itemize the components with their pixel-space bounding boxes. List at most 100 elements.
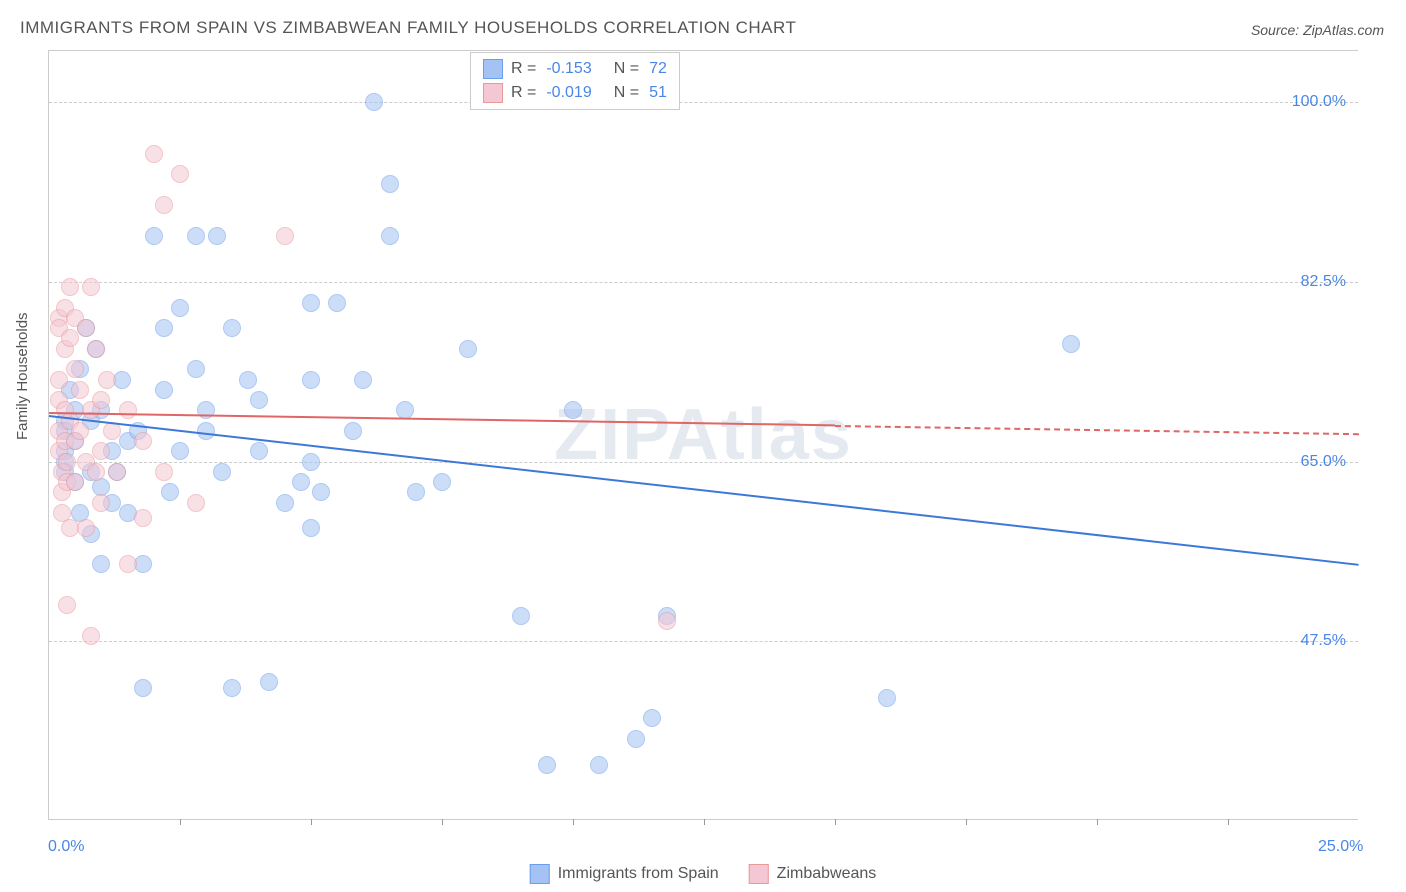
data-point: [302, 453, 320, 471]
data-point: [92, 391, 110, 409]
data-point: [213, 463, 231, 481]
legend-r-value: -0.019: [546, 84, 591, 102]
data-point: [58, 596, 76, 614]
data-point: [87, 340, 105, 358]
data-point: [82, 627, 100, 645]
legend-swatch: [530, 864, 550, 884]
data-point: [134, 555, 152, 573]
data-point: [302, 519, 320, 537]
source-label: Source: ZipAtlas.com: [1251, 22, 1384, 38]
data-point: [171, 165, 189, 183]
data-point: [627, 730, 645, 748]
x-tick: [835, 819, 836, 825]
legend-swatch: [749, 864, 769, 884]
data-point: [92, 442, 110, 460]
data-point: [187, 494, 205, 512]
data-point: [223, 679, 241, 697]
x-tick: [180, 819, 181, 825]
y-tick-label: 65.0%: [1301, 453, 1346, 471]
gridline: [49, 462, 1358, 463]
data-point: [381, 227, 399, 245]
x-tick: [1228, 819, 1229, 825]
legend-n-label: N =: [614, 84, 639, 102]
legend-correlation: R = -0.153N = 72R = -0.019N = 51: [470, 52, 680, 110]
data-point: [58, 453, 76, 471]
data-point: [538, 756, 556, 774]
data-point: [155, 319, 173, 337]
data-point: [171, 442, 189, 460]
legend-series: Immigrants from Spain Zimbabweans: [530, 864, 877, 884]
gridline: [49, 102, 1358, 103]
gridline: [49, 282, 1358, 283]
chart-title: IMMIGRANTS FROM SPAIN VS ZIMBABWEAN FAMI…: [20, 18, 796, 38]
data-point: [250, 391, 268, 409]
data-point: [564, 401, 582, 419]
data-point: [302, 294, 320, 312]
data-point: [1062, 335, 1080, 353]
trend-line: [49, 412, 835, 426]
data-point: [92, 555, 110, 573]
legend-swatch: [483, 59, 503, 79]
legend-series-label: Zimbabweans: [777, 865, 877, 883]
data-point: [878, 689, 896, 707]
data-point: [276, 494, 294, 512]
data-point: [66, 473, 84, 491]
data-point: [71, 422, 89, 440]
data-point: [155, 196, 173, 214]
data-point: [365, 93, 383, 111]
x-tick: [311, 819, 312, 825]
x-tick: [442, 819, 443, 825]
x-tick-label: 0.0%: [48, 838, 84, 856]
data-point: [433, 473, 451, 491]
data-point: [344, 422, 362, 440]
data-point: [155, 463, 173, 481]
trend-line: [49, 415, 1359, 566]
x-tick: [704, 819, 705, 825]
watermark: ZIPAtlas: [554, 394, 853, 476]
legend-n-label: N =: [614, 60, 639, 78]
legend-row: R = -0.019N = 51: [483, 81, 667, 105]
y-tick-label: 82.5%: [1301, 273, 1346, 291]
data-point: [407, 483, 425, 501]
legend-series-item: Immigrants from Spain: [530, 864, 719, 884]
data-point: [302, 371, 320, 389]
y-tick-label: 100.0%: [1292, 93, 1346, 111]
data-point: [145, 145, 163, 163]
data-point: [61, 329, 79, 347]
data-point: [119, 555, 137, 573]
x-tick-label: 25.0%: [1318, 838, 1363, 856]
data-point: [134, 509, 152, 527]
data-point: [71, 381, 89, 399]
legend-r-label: R =: [511, 60, 536, 78]
data-point: [239, 371, 257, 389]
x-tick: [1097, 819, 1098, 825]
data-point: [328, 294, 346, 312]
legend-row: R = -0.153N = 72: [483, 57, 667, 81]
data-point: [260, 673, 278, 691]
data-point: [171, 299, 189, 317]
y-axis-label: Family Households: [14, 312, 31, 440]
data-point: [197, 422, 215, 440]
data-point: [145, 227, 163, 245]
data-point: [512, 607, 530, 625]
data-point: [292, 473, 310, 491]
data-point: [197, 401, 215, 419]
data-point: [312, 483, 330, 501]
data-point: [98, 371, 116, 389]
data-point: [187, 227, 205, 245]
data-point: [92, 494, 110, 512]
data-point: [134, 432, 152, 450]
legend-series-item: Zimbabweans: [749, 864, 877, 884]
data-point: [113, 371, 131, 389]
data-point: [208, 227, 226, 245]
data-point: [119, 401, 137, 419]
data-point: [161, 483, 179, 501]
data-point: [658, 612, 676, 630]
data-point: [223, 319, 241, 337]
data-point: [61, 278, 79, 296]
data-point: [354, 371, 372, 389]
plot-area: ZIPAtlas 47.5%65.0%82.5%100.0%: [48, 50, 1358, 820]
legend-r-label: R =: [511, 84, 536, 102]
data-point: [77, 319, 95, 337]
data-point: [134, 679, 152, 697]
